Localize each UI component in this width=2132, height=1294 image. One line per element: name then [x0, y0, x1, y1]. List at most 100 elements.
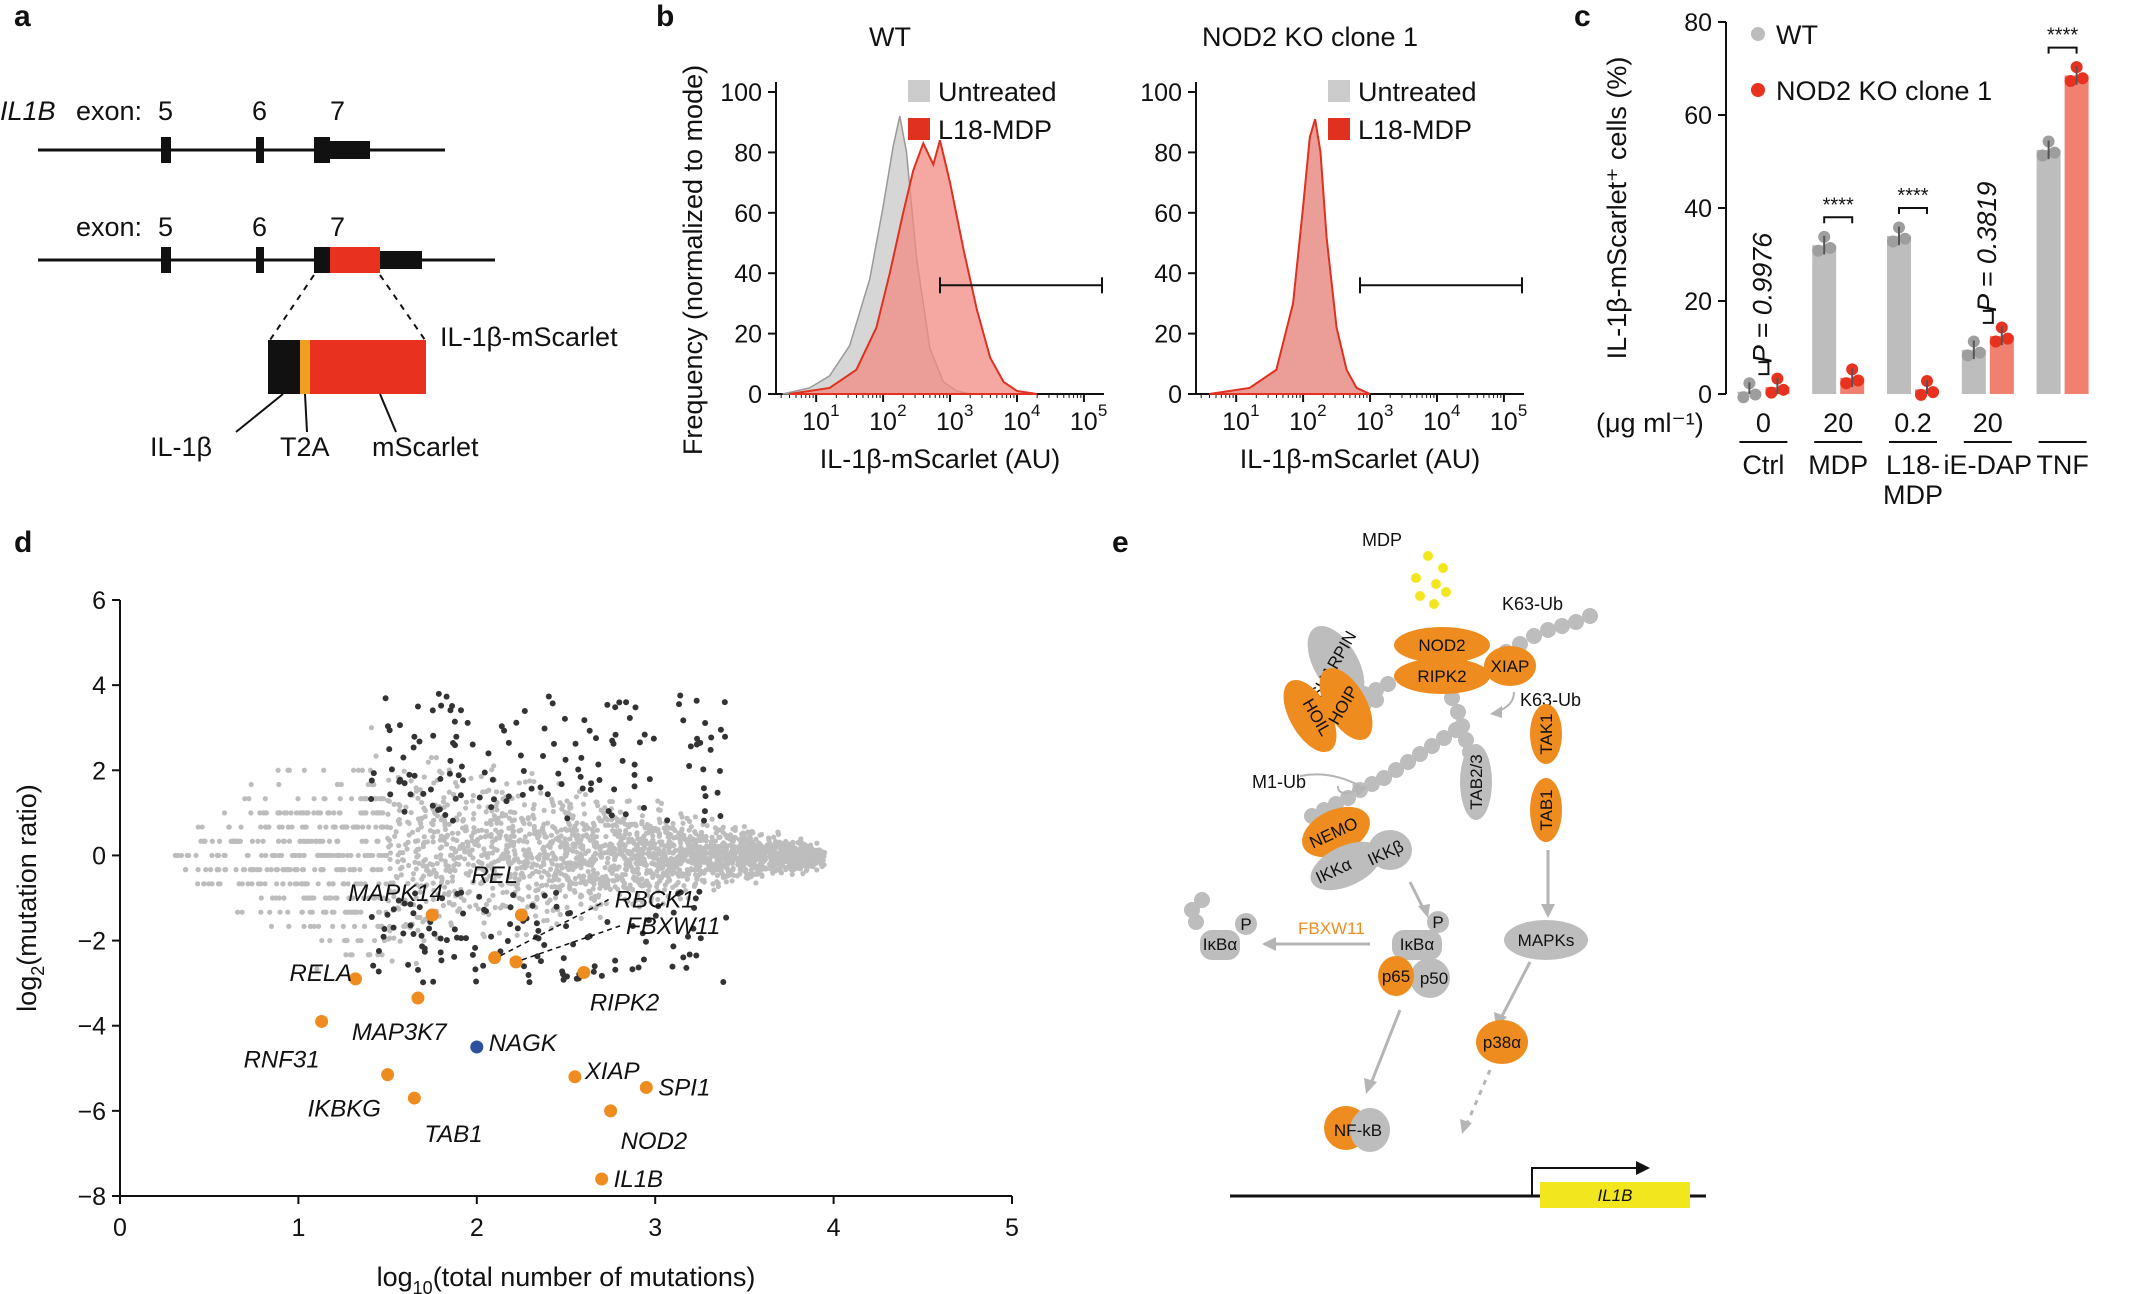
point [414, 854, 420, 860]
point [646, 846, 652, 852]
legend-label-ko: NOD2 KO clone 1 [1776, 76, 1992, 106]
point [397, 866, 403, 872]
point [648, 895, 654, 901]
tak1-node [1530, 704, 1562, 764]
sig-point [541, 941, 548, 948]
point [504, 889, 510, 895]
point [280, 838, 286, 844]
bar-wt-4 [2036, 149, 2061, 394]
data-point [1989, 335, 2002, 348]
gene-point-mapk14 [425, 908, 439, 922]
point [639, 899, 646, 905]
point [193, 852, 199, 859]
il1b-segment [268, 340, 300, 394]
point [512, 871, 518, 877]
point [413, 960, 419, 966]
phospho [1427, 911, 1449, 933]
sig-point [464, 719, 471, 726]
mapks-label: MAPKs [1518, 931, 1575, 950]
point [800, 871, 806, 877]
x-tick-exponent: 5 [1518, 401, 1527, 420]
point [264, 867, 270, 873]
sig-point [446, 770, 453, 777]
sig-point [612, 957, 619, 964]
point [534, 862, 540, 868]
point [690, 858, 696, 865]
sig-point [587, 786, 594, 793]
sig-point [521, 963, 528, 970]
point [725, 870, 732, 876]
point [299, 881, 306, 887]
ikk-complex-left [1310, 841, 1382, 891]
y-tick-label: −4 [77, 1013, 106, 1041]
point [667, 833, 673, 840]
point [447, 852, 454, 859]
legend-swatch-untreated [1328, 80, 1350, 102]
point [331, 810, 337, 816]
point [430, 834, 436, 840]
point [258, 909, 264, 915]
sig-point [381, 925, 388, 932]
point [222, 852, 228, 859]
point [700, 845, 706, 851]
x-tick-label: 10 [1289, 408, 1317, 436]
point [711, 887, 717, 893]
sig-point [418, 932, 425, 939]
sig-point [451, 926, 458, 933]
sig-point [686, 762, 693, 769]
point [602, 805, 608, 811]
panel-label-e: e [1112, 526, 1129, 559]
point [585, 834, 591, 840]
point [418, 820, 424, 827]
point [727, 836, 733, 842]
point [573, 794, 580, 800]
point [529, 870, 536, 877]
sig-point [550, 740, 557, 747]
mscarlet-label: mScarlet [372, 432, 479, 462]
point [327, 937, 333, 944]
legend-label-untreated: Untreated [1358, 77, 1477, 107]
point [622, 897, 628, 903]
point [313, 838, 319, 844]
sig-point [431, 930, 438, 937]
point [362, 852, 368, 859]
point [496, 819, 502, 825]
sig-point [469, 951, 476, 958]
point [512, 851, 518, 857]
sig-point [375, 948, 382, 955]
point [569, 813, 576, 819]
ub-bead [1412, 746, 1428, 762]
significant-points [368, 690, 730, 986]
point [748, 867, 754, 873]
sig-point [368, 795, 375, 802]
sig-point [701, 817, 708, 824]
sig-point [612, 704, 619, 711]
point [387, 928, 393, 934]
point [533, 881, 540, 887]
point [677, 837, 683, 843]
sig-point [489, 776, 496, 783]
point [672, 848, 678, 854]
point [216, 838, 223, 844]
point [717, 834, 723, 840]
point [309, 838, 315, 844]
gene-label-mapk14: MAPK14 [348, 880, 443, 907]
point [516, 838, 522, 844]
point [573, 881, 579, 887]
point [591, 843, 598, 849]
point [419, 799, 425, 806]
point [487, 873, 493, 879]
point [588, 878, 594, 885]
point [660, 870, 666, 876]
point [240, 867, 247, 873]
point [694, 876, 700, 882]
point [368, 725, 375, 731]
point [242, 796, 248, 802]
point [507, 842, 514, 848]
point [488, 817, 494, 824]
point [750, 856, 757, 862]
point [248, 810, 254, 816]
point [366, 824, 372, 830]
x-tick-label: 10 [869, 408, 897, 436]
sig-point [426, 925, 433, 932]
